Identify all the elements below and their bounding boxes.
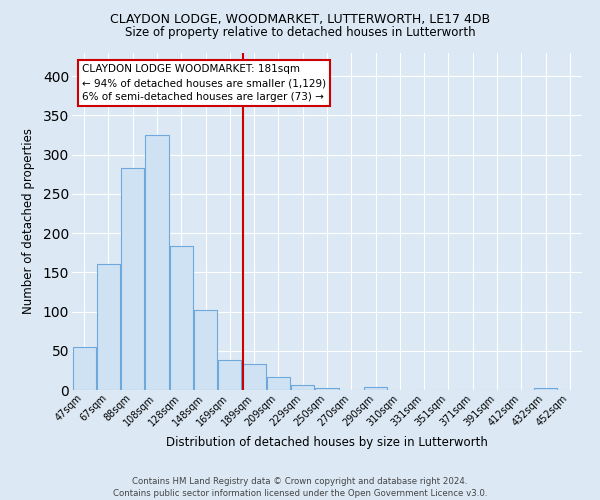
Bar [145, 135, 169, 390]
Bar [534, 388, 557, 390]
Text: Contains HM Land Registry data © Crown copyright and database right 2024.
Contai: Contains HM Land Registry data © Crown c… [113, 476, 487, 498]
Y-axis label: Number of detached properties: Number of detached properties [22, 128, 35, 314]
Text: Size of property relative to detached houses in Lutterworth: Size of property relative to detached ho… [125, 26, 475, 39]
Text: CLAYDON LODGE WOODMARKET: 181sqm
← 94% of detached houses are smaller (1,129)
6%: CLAYDON LODGE WOODMARKET: 181sqm ← 94% o… [82, 64, 326, 102]
Bar [170, 246, 193, 390]
Bar [218, 360, 241, 390]
X-axis label: Distribution of detached houses by size in Lutterworth: Distribution of detached houses by size … [166, 436, 488, 449]
Bar [242, 364, 266, 390]
Text: CLAYDON LODGE, WOODMARKET, LUTTERWORTH, LE17 4DB: CLAYDON LODGE, WOODMARKET, LUTTERWORTH, … [110, 12, 490, 26]
Bar [73, 347, 95, 390]
Bar [121, 168, 144, 390]
Bar [291, 386, 314, 390]
Bar [194, 310, 217, 390]
Bar [316, 388, 338, 390]
Bar [364, 387, 387, 390]
Bar [267, 376, 290, 390]
Bar [97, 264, 120, 390]
